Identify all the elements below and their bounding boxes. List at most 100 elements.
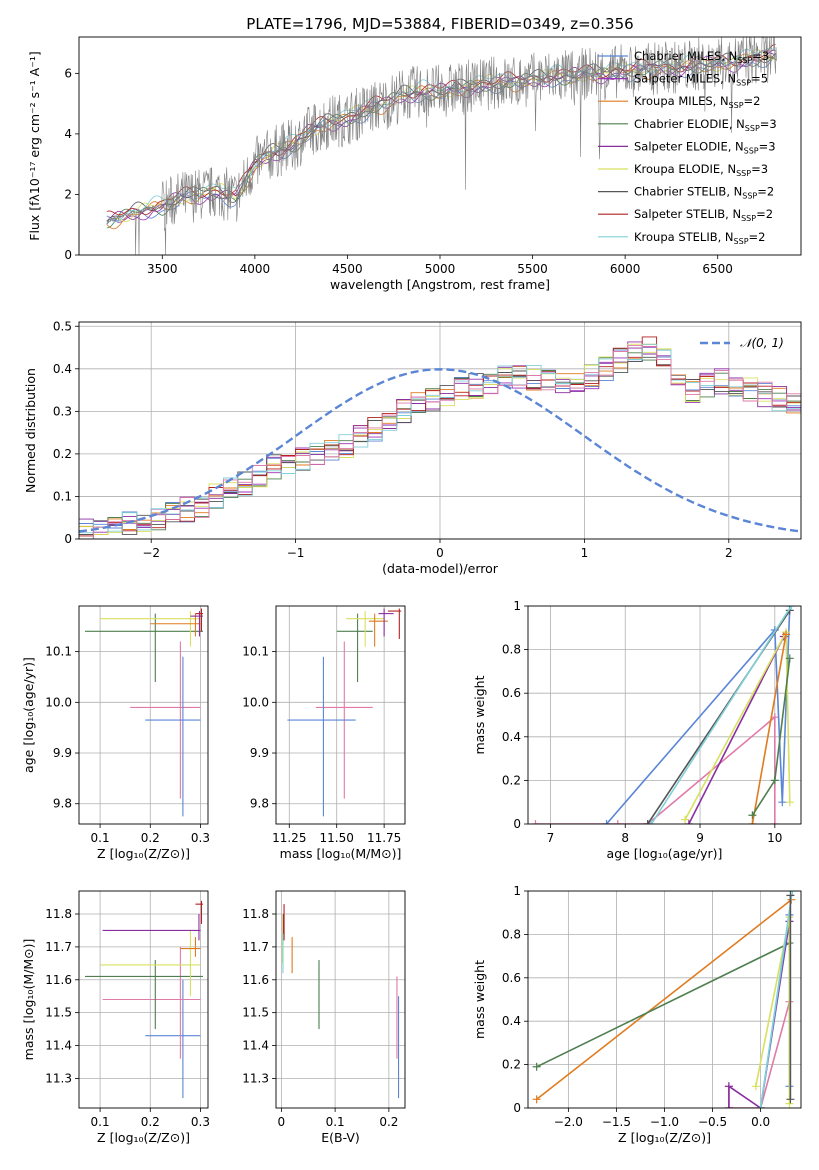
weight-marker bbox=[643, 820, 652, 824]
y-tick-label: 11.8 bbox=[45, 907, 72, 921]
y-tick-label: 0.4 bbox=[502, 730, 521, 744]
x-tick-label: 9 bbox=[696, 831, 704, 845]
y-tick-label: 9.9 bbox=[53, 746, 72, 760]
y-tick-label: 11.6 bbox=[45, 973, 72, 987]
weight-marker bbox=[751, 1082, 760, 1091]
x-axis-label: mass [log₁₀(M/M⊙)] bbox=[280, 846, 402, 861]
y-tick-label: 11.7 bbox=[45, 940, 72, 954]
y-axis-label: age [log₁₀(age/yr)] bbox=[21, 657, 36, 773]
y-tick-label: 0.3 bbox=[53, 404, 72, 418]
legend-entry: Kroupa MILES, NSSP=2 bbox=[634, 94, 760, 110]
plot-area bbox=[79, 891, 208, 1108]
weight-marker bbox=[782, 630, 791, 639]
x-tick-label: −1 bbox=[287, 546, 305, 560]
x-tick-label: 0.2 bbox=[141, 1115, 160, 1129]
x-axis-label: (data-model)/error bbox=[382, 561, 499, 576]
histogram-step bbox=[79, 341, 801, 539]
histogram-step bbox=[79, 348, 801, 539]
x-tick-label: 0.1 bbox=[326, 1115, 345, 1129]
y-axis-label: mass [log₁₀(M/M⊙)] bbox=[21, 939, 36, 1061]
spectrum-panel: 3500 4000 4500 5000 5500 6000 6500 0 2 4 6 waveleng… bbox=[27, 36, 802, 292]
y-tick-label: 4 bbox=[64, 127, 72, 141]
plot-area bbox=[276, 606, 405, 824]
x-tick-label: 0.2 bbox=[141, 831, 160, 845]
weight-line bbox=[650, 606, 792, 824]
x-tick-label: −1.5 bbox=[602, 1115, 631, 1129]
weight-line bbox=[605, 606, 791, 824]
x-axis-label: E(B-V) bbox=[321, 1130, 360, 1145]
y-tick-label: 0 bbox=[513, 817, 521, 831]
weight-marker bbox=[613, 820, 622, 824]
weight-marker bbox=[770, 713, 779, 722]
weight-marker bbox=[602, 820, 611, 824]
legend-entry: Salpeter ELODIE, NSSP=3 bbox=[634, 139, 776, 155]
y-tick-label: 0.1 bbox=[53, 489, 72, 503]
y-tick-label: 0.4 bbox=[53, 362, 72, 376]
plot-area bbox=[106, 37, 777, 255]
x-tick-label: 11.25 bbox=[272, 831, 306, 845]
y-tick-label: 0.4 bbox=[502, 1014, 521, 1028]
weight-line bbox=[751, 634, 787, 824]
histogram-step bbox=[79, 345, 801, 539]
y-tick-label: 11.6 bbox=[242, 973, 269, 987]
y-tick-label: 0.2 bbox=[53, 447, 72, 461]
x-tick-label: −2.0 bbox=[554, 1115, 583, 1129]
x-tick-label: 0.1 bbox=[91, 1115, 110, 1129]
y-axis-label: mass weight bbox=[472, 960, 487, 1039]
legend-entry: Chabrier STELIB, NSSP=2 bbox=[634, 185, 774, 201]
x-tick-label: 0.1 bbox=[91, 831, 110, 845]
x-tick-label: 1 bbox=[581, 546, 589, 560]
x-tick-label: 6500 bbox=[702, 262, 733, 276]
x-tick-label: 6000 bbox=[610, 262, 641, 276]
y-tick-label: 11.3 bbox=[45, 1071, 72, 1085]
x-axis-label: Z [log₁₀(Z/Z⊙)] bbox=[97, 846, 190, 861]
y-tick-label: 9.9 bbox=[250, 746, 269, 760]
y-tick-label: 9.8 bbox=[53, 797, 72, 811]
axes-frame bbox=[275, 605, 406, 825]
x-tick-label: 4500 bbox=[332, 262, 363, 276]
y-tick-label: 11.5 bbox=[45, 1006, 72, 1020]
x-tick-label: 3500 bbox=[147, 262, 178, 276]
mass-age-panel: 11.25 11.50 11.75 9.8 9.9 10.0 10.1 mass [log₁₀… bbox=[242, 605, 406, 861]
x-tick-label: 8 bbox=[621, 831, 629, 845]
y-tick-label: 11.3 bbox=[242, 1071, 269, 1085]
axes-frame bbox=[527, 605, 802, 825]
x-tick-label: 2 bbox=[725, 546, 733, 560]
gaussian-curve bbox=[79, 368, 801, 533]
weight-line bbox=[535, 715, 776, 824]
weight-marker bbox=[647, 820, 656, 824]
x-tick-label: 0 bbox=[436, 546, 444, 560]
weight-marker bbox=[681, 815, 690, 824]
x-axis-label: Z [log₁₀(Z/Z⊙)] bbox=[618, 1130, 711, 1145]
weight-line bbox=[536, 899, 792, 1100]
weight-marker bbox=[684, 820, 693, 824]
legend-entry: Chabrier ELODIE, NSSP=3 bbox=[634, 117, 777, 133]
weight-line bbox=[536, 942, 790, 1068]
plot-area bbox=[528, 606, 801, 824]
x-axis-label: Z [log₁₀(Z/Z⊙)] bbox=[97, 1130, 190, 1145]
y-axis-label: Flux [fλ10⁻¹⁷ erg cm⁻² s⁻¹ A⁻¹] bbox=[27, 51, 42, 240]
histogram-step bbox=[79, 356, 801, 535]
x-tick-label: 5000 bbox=[425, 262, 456, 276]
weight-marker bbox=[786, 1095, 795, 1104]
legend-entry: Chabrier MILES, NSSP=3 bbox=[634, 49, 769, 65]
y-tick-label: 0.6 bbox=[502, 971, 521, 985]
x-tick-label: 11.75 bbox=[367, 831, 401, 845]
weight-line bbox=[759, 891, 794, 1108]
y-tick-label: 11.4 bbox=[242, 1039, 269, 1053]
y-tick-label: 0.5 bbox=[53, 319, 72, 333]
legend-entry: Kroupa ELODIE, NSSP=3 bbox=[634, 162, 768, 178]
plot-area bbox=[276, 891, 405, 1108]
y-tick-label: 10.0 bbox=[45, 695, 72, 709]
ebv-mass-panel: 0 0.1 0.2 11.3 11.4 11.5 11.6 11.7 11.8 E(B-V) bbox=[242, 890, 406, 1145]
x-tick-label: −0.5 bbox=[698, 1115, 727, 1129]
x-axis-label: age [log₁₀(age/yr)] bbox=[607, 846, 723, 861]
weight-marker bbox=[785, 798, 794, 807]
weight-marker bbox=[786, 891, 795, 900]
x-tick-label: −1.0 bbox=[650, 1115, 679, 1129]
y-tick-label: 0 bbox=[64, 248, 72, 262]
y-tick-label: 9.8 bbox=[250, 797, 269, 811]
x-tick-label: 0.0 bbox=[751, 1115, 770, 1129]
x-tick-label: 0.3 bbox=[191, 1115, 210, 1129]
y-axis-label: Normed distribution bbox=[23, 368, 38, 493]
